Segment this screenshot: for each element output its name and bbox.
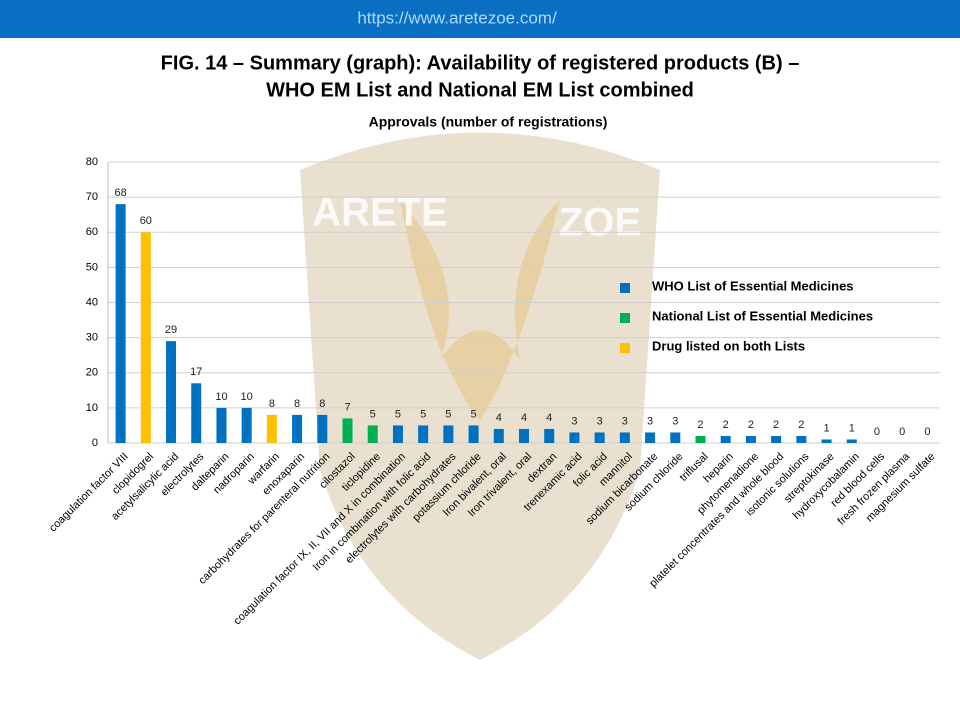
bar [443, 425, 454, 443]
data-label: 10 [241, 391, 253, 403]
bar [140, 232, 151, 443]
data-label: 3 [571, 415, 577, 427]
data-label: 4 [521, 412, 527, 424]
y-tick-label: 10 [86, 402, 98, 414]
bar [342, 418, 353, 443]
bar [544, 428, 555, 443]
bar [418, 425, 429, 443]
data-label: 0 [874, 426, 880, 438]
bar [317, 414, 328, 443]
bar [115, 204, 126, 443]
y-tick-label: 30 [86, 332, 98, 344]
bar [292, 414, 303, 443]
data-label: 17 [190, 366, 202, 378]
legend-label: Drug listed on both Lists [652, 338, 805, 353]
chart-subtitle: Approvals (number of registrations) [369, 114, 608, 130]
bar [266, 414, 277, 443]
y-tick-label: 70 [86, 191, 98, 203]
header-url[interactable]: https://www.aretezoe.com/ [357, 8, 557, 27]
bar [216, 407, 227, 443]
y-tick-label: 50 [86, 261, 98, 273]
watermark-text: ARETE [312, 191, 448, 235]
legend-swatch [620, 283, 630, 293]
bar [594, 432, 605, 443]
watermark-flame [400, 200, 560, 420]
legend-swatch [620, 313, 630, 323]
data-label: 4 [546, 412, 552, 424]
data-label: 60 [140, 215, 152, 227]
data-label: 4 [496, 412, 502, 424]
data-label: 5 [471, 408, 477, 420]
bar [468, 425, 479, 443]
data-label: 29 [165, 324, 177, 336]
data-label: 68 [114, 187, 126, 199]
bar [619, 432, 630, 443]
y-tick-label: 40 [86, 296, 98, 308]
data-label: 2 [723, 419, 729, 431]
bar [166, 341, 177, 443]
data-label: 2 [748, 419, 754, 431]
data-label: 5 [395, 408, 401, 420]
data-label: 0 [899, 426, 905, 438]
data-label: 0 [924, 426, 930, 438]
y-tick-label: 80 [86, 156, 98, 168]
bar [367, 425, 378, 443]
bar [241, 407, 252, 443]
header-band [0, 0, 960, 38]
data-label: 3 [622, 415, 628, 427]
legend-label: WHO List of Essential Medicines [652, 278, 854, 293]
data-label: 5 [420, 408, 426, 420]
legend-label: National List of Essential Medicines [652, 308, 873, 323]
bar [821, 439, 832, 443]
legend-swatch [620, 343, 630, 353]
bar [569, 432, 580, 443]
bar [191, 383, 202, 443]
data-label: 10 [215, 391, 227, 403]
chart-title: WHO EM List and National EM List combine… [266, 79, 694, 101]
bar [796, 435, 807, 443]
chart-title: FIG. 14 – Summary (graph): Availability … [161, 52, 800, 74]
data-label: 8 [319, 398, 325, 410]
data-label: 3 [672, 415, 678, 427]
data-label: 3 [597, 415, 603, 427]
y-tick-label: 0 [92, 437, 98, 449]
data-label: 1 [849, 422, 855, 434]
data-label: 2 [798, 419, 804, 431]
data-label: 8 [294, 398, 300, 410]
data-label: 8 [269, 398, 275, 410]
data-label: 2 [773, 419, 779, 431]
bar [392, 425, 403, 443]
data-label: 7 [344, 401, 350, 413]
bar [846, 439, 857, 443]
watermark-text: ZOE [559, 201, 641, 245]
data-label: 5 [445, 408, 451, 420]
data-label: 3 [647, 415, 653, 427]
watermark-shield [300, 132, 660, 660]
bar [720, 435, 731, 443]
bar [695, 435, 706, 443]
data-label: 5 [370, 408, 376, 420]
bar [670, 432, 681, 443]
y-tick-label: 60 [86, 226, 98, 238]
bar [745, 435, 756, 443]
data-label: 2 [697, 419, 703, 431]
bar [493, 428, 504, 443]
bar [519, 428, 529, 443]
y-tick-label: 20 [86, 367, 98, 379]
data-label: 1 [823, 422, 829, 434]
bar [771, 435, 782, 443]
bar [645, 432, 656, 443]
